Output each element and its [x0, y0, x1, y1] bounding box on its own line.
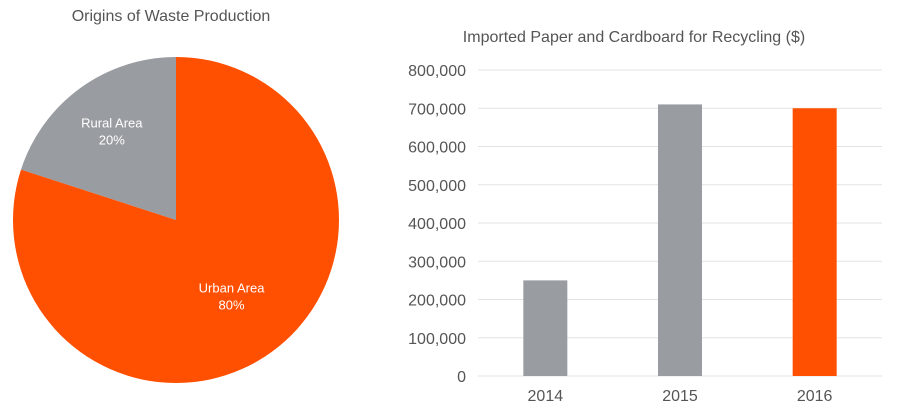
- bar-chart-bars: [523, 104, 837, 377]
- y-tick-label: 400,000: [408, 216, 466, 233]
- pie-chart-title: Origins of Waste Production: [72, 8, 271, 25]
- pie-slices: [13, 57, 340, 383]
- y-tick-label: 0: [457, 369, 466, 386]
- pie-chart: Origins of Waste Production Rural Area 20…: [13, 8, 340, 383]
- y-tick-label: 200,000: [408, 293, 466, 310]
- bar-chart: Imported Paper and Cardboard for Recycli…: [408, 29, 882, 405]
- y-tick-label: 800,000: [408, 63, 466, 80]
- x-tick-label: 2015: [662, 388, 698, 405]
- x-tick-label: 2014: [528, 388, 564, 405]
- y-tick-label: 700,000: [408, 101, 466, 118]
- y-tick-label: 300,000: [408, 254, 466, 271]
- bar-2016: [792, 108, 837, 376]
- y-tick-label: 100,000: [408, 331, 466, 348]
- bar-chart-x-axis: 2014 2015 2016: [528, 388, 833, 405]
- pie-value-urban-area: 80%: [219, 297, 245, 312]
- bar-2014: [523, 280, 568, 376]
- bar-chart-title: Imported Paper and Cardboard for Recycli…: [463, 29, 805, 46]
- bar-2015: [658, 104, 702, 377]
- pie-value-rural-area: 20%: [99, 133, 125, 148]
- pie-labels: Rural Area 20% Urban Area 80%: [81, 116, 265, 313]
- y-tick-label: 500,000: [408, 178, 466, 195]
- y-tick-label: 600,000: [408, 140, 466, 157]
- x-tick-label: 2016: [797, 388, 833, 405]
- pie-slice-urban-area: [13, 57, 340, 383]
- bar-chart-y-axis: 0 100,000 200,000 300,000 400,000 500,000 600,…: [408, 63, 466, 386]
- pie-slice-rural-area: [20, 57, 177, 220]
- pie-label-rural-area: Rural Area: [81, 116, 143, 131]
- pie-label-urban-area: Urban Area: [199, 280, 266, 295]
